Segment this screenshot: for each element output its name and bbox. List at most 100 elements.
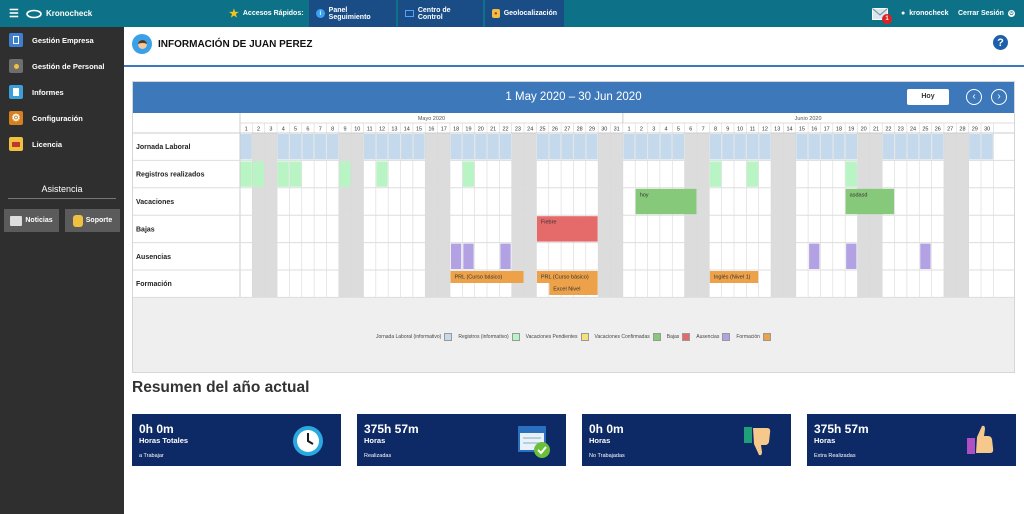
sidebar-item-gestion-empresa[interactable]: Gestión Empresa [9, 32, 94, 48]
event-bajas[interactable] [536, 216, 598, 242]
jornada-block[interactable] [969, 134, 981, 160]
jornada-block[interactable] [932, 134, 944, 160]
jornada-block[interactable] [623, 134, 635, 160]
jornada-block[interactable] [981, 134, 993, 160]
jornada-block[interactable] [289, 134, 302, 160]
day-number: 25 [540, 127, 546, 133]
event-vacaciones[interactable] [635, 188, 697, 215]
sidebar-item-informes[interactable]: Informes [9, 84, 64, 100]
help-button[interactable]: ? [993, 35, 1008, 50]
sidebar-section-title: Asistencia [41, 184, 83, 194]
jornada-block[interactable] [302, 134, 314, 160]
jornada-block[interactable] [536, 134, 549, 160]
jornada-block[interactable] [450, 134, 462, 160]
jornada-block[interactable] [499, 134, 512, 160]
sidebar-item-label: Informes [32, 87, 64, 97]
quick-button-panel[interactable]: i Panel Seguimiento [309, 0, 396, 27]
jornada-block[interactable] [561, 134, 573, 160]
jornada-block[interactable] [549, 134, 561, 160]
registro-block[interactable] [746, 161, 759, 187]
sidebar-tile-noticias[interactable]: Noticias [4, 209, 59, 232]
sidebar-item-configuracion[interactable]: ⚙ Configuración [9, 110, 83, 126]
jornada-block[interactable] [919, 134, 932, 160]
registro-block[interactable] [462, 161, 475, 187]
prev-button[interactable]: ‹ [966, 89, 982, 105]
mail-button[interactable]: 1 [872, 0, 892, 27]
quick-button-control[interactable]: Centro de Control [398, 0, 483, 27]
legend-item: Vacaciones Confirmadas [595, 333, 661, 341]
legend-item: Jornada Laboral (informativo) [376, 333, 453, 341]
menu-toggle[interactable]: ☰ [9, 0, 19, 27]
jornada-block[interactable] [796, 134, 808, 160]
jornada-block[interactable] [759, 134, 771, 160]
jornada-block[interactable] [586, 134, 598, 160]
jornada-block[interactable] [487, 134, 499, 160]
ausencia-block[interactable] [500, 243, 511, 269]
jornada-block[interactable] [462, 134, 475, 160]
ausencia-block[interactable] [920, 243, 931, 269]
sidebar-item-gestion-personal[interactable]: Gestión de Personal [9, 58, 105, 74]
jornada-block[interactable] [648, 134, 660, 160]
jornada-block[interactable] [882, 134, 895, 160]
user-name: kronocheck [909, 10, 949, 17]
jornada-block[interactable] [734, 134, 746, 160]
jornada-block[interactable] [746, 134, 759, 160]
jornada-block[interactable] [820, 134, 833, 160]
sidebar-tile-soporte[interactable]: Soporte [65, 209, 120, 232]
registro-block[interactable] [376, 161, 388, 187]
registro-block[interactable] [252, 161, 265, 187]
jornada-block[interactable] [573, 134, 586, 160]
jornada-block[interactable] [808, 134, 820, 160]
jornada-block[interactable] [388, 134, 401, 160]
quick-button-geo[interactable]: ● Geolocalización [485, 0, 564, 27]
jornada-block[interactable] [833, 134, 845, 160]
ausencia-block[interactable] [809, 243, 820, 269]
jornada-block[interactable] [895, 134, 907, 160]
jornada-block[interactable] [722, 134, 734, 160]
event-formacion[interactable] [450, 271, 524, 283]
registro-block[interactable] [240, 161, 252, 187]
jornada-block[interactable] [635, 134, 648, 160]
event-vacaciones[interactable] [845, 188, 895, 215]
jornada-block[interactable] [326, 134, 339, 160]
ausencia-block[interactable] [463, 243, 474, 269]
jornada-block[interactable] [413, 134, 425, 160]
ausencia-block[interactable] [846, 243, 857, 269]
summary-card-extra: 375h 57m Horas Extra Realizadas [807, 414, 1016, 466]
day-number: 11 [367, 127, 373, 133]
registro-block[interactable] [339, 161, 351, 187]
next-button[interactable]: › [991, 89, 1007, 105]
registro-block[interactable] [289, 161, 302, 187]
jornada-block[interactable] [475, 134, 487, 160]
day-number: 8 [714, 127, 717, 133]
logo[interactable]: Kronocheck [26, 0, 92, 27]
event-formacion[interactable] [709, 271, 759, 283]
logout-button[interactable]: Cerrar Sesión ⏻ [958, 0, 1015, 27]
jornada-block[interactable] [240, 134, 252, 160]
event-label: PRL (Curso básico) [454, 275, 502, 281]
registro-block[interactable] [845, 161, 857, 187]
jornada-block[interactable] [907, 134, 919, 160]
day-number: 16 [811, 127, 817, 133]
jornada-block[interactable] [660, 134, 672, 160]
jornada-block[interactable] [314, 134, 326, 160]
sidebar-item-licencia[interactable]: Licencia [9, 136, 62, 152]
jornada-block[interactable] [401, 134, 413, 160]
jornada-block[interactable] [709, 134, 722, 160]
main-content: INFORMACIÓN DE JUAN PEREZ ? 1 May 2020 –… [124, 27, 1024, 514]
registro-block[interactable] [709, 161, 722, 187]
jornada-block[interactable] [277, 134, 289, 160]
legend-label: Ausencias [696, 334, 720, 340]
event-formacion[interactable] [536, 271, 598, 283]
news-icon [10, 215, 23, 226]
user-menu[interactable]: ● kronocheck [901, 0, 949, 27]
jornada-block[interactable] [376, 134, 388, 160]
today-button[interactable]: Hoy [907, 89, 949, 105]
registro-block[interactable] [277, 161, 289, 187]
jornada-block[interactable] [364, 134, 376, 160]
day-number: 5 [294, 127, 297, 133]
jornada-block[interactable] [672, 134, 685, 160]
ausencia-block[interactable] [450, 243, 462, 269]
event-formacion[interactable] [549, 283, 598, 295]
jornada-block[interactable] [845, 134, 857, 160]
